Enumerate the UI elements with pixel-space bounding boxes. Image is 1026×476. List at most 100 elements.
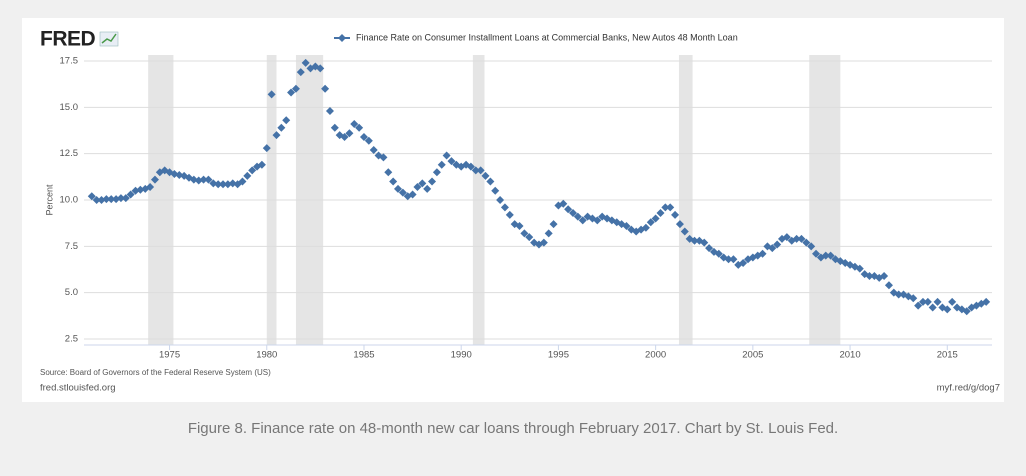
data-point bbox=[578, 216, 587, 225]
data-point bbox=[928, 303, 937, 312]
data-point bbox=[880, 271, 889, 280]
data-point bbox=[243, 171, 252, 180]
data-point bbox=[491, 186, 500, 195]
data-point bbox=[544, 229, 553, 238]
x-tick-label: 2000 bbox=[645, 350, 666, 361]
x-tick-label: 1990 bbox=[451, 350, 472, 361]
y-tick-label: 5.0 bbox=[65, 287, 78, 298]
data-point bbox=[238, 177, 247, 186]
data-point bbox=[423, 184, 432, 193]
data-point bbox=[680, 227, 689, 236]
data-point bbox=[914, 301, 923, 310]
data-point bbox=[199, 175, 208, 184]
data-point bbox=[248, 166, 257, 175]
data-point bbox=[350, 120, 359, 129]
data-point bbox=[116, 194, 125, 203]
data-point bbox=[525, 233, 534, 242]
data-point bbox=[301, 58, 310, 67]
data-point bbox=[296, 68, 305, 77]
data-point bbox=[150, 175, 159, 184]
x-tick-label: 2005 bbox=[742, 350, 763, 361]
data-point bbox=[272, 131, 281, 140]
legend-label: Finance Rate on Consumer Installment Loa… bbox=[356, 32, 738, 42]
data-point bbox=[146, 183, 155, 192]
data-point bbox=[500, 203, 509, 212]
y-tick-label: 12.5 bbox=[60, 148, 79, 159]
data-point bbox=[408, 190, 417, 199]
y-tick-label: 10.0 bbox=[60, 195, 79, 206]
logo-text: FRED bbox=[40, 28, 96, 51]
data-point bbox=[782, 233, 791, 242]
data-point bbox=[573, 212, 582, 221]
data-point bbox=[622, 221, 631, 230]
data-point bbox=[345, 129, 354, 138]
data-point bbox=[505, 210, 514, 219]
data-point bbox=[87, 192, 96, 201]
data-point bbox=[909, 294, 918, 303]
data-point bbox=[214, 180, 223, 189]
data-point bbox=[933, 297, 942, 306]
data-point bbox=[437, 160, 446, 169]
data-point bbox=[466, 162, 475, 171]
data-point bbox=[515, 221, 524, 230]
data-point bbox=[894, 290, 903, 299]
data-point bbox=[675, 220, 684, 229]
short-link: myf.red/g/dog7 bbox=[937, 383, 1000, 394]
data-point bbox=[724, 255, 733, 264]
y-tick-label: 15.0 bbox=[60, 102, 79, 113]
data-point bbox=[646, 218, 655, 227]
data-point bbox=[428, 177, 437, 186]
data-point bbox=[107, 195, 116, 204]
data-point bbox=[330, 123, 339, 132]
data-point bbox=[121, 194, 130, 203]
data-point bbox=[496, 196, 505, 204]
x-tick-label: 2010 bbox=[839, 350, 860, 361]
data-point bbox=[287, 88, 296, 97]
data-point bbox=[413, 183, 422, 192]
data-point bbox=[923, 297, 932, 306]
data-point bbox=[802, 238, 811, 247]
data-point bbox=[369, 145, 378, 154]
data-point bbox=[219, 180, 228, 189]
x-tick-label: 1985 bbox=[353, 350, 374, 361]
data-point bbox=[641, 223, 650, 232]
data-point bbox=[355, 123, 364, 132]
data-point bbox=[126, 190, 135, 199]
x-tick-label: 1975 bbox=[159, 350, 180, 361]
x-tick-label: 2015 bbox=[937, 350, 958, 361]
data-point bbox=[442, 151, 451, 160]
data-point bbox=[447, 157, 456, 166]
data-point bbox=[705, 244, 714, 253]
y-tick-label: 17.5 bbox=[60, 56, 79, 67]
data-point bbox=[267, 90, 276, 99]
data-point bbox=[982, 297, 991, 306]
data-point bbox=[661, 203, 670, 212]
data-point bbox=[364, 136, 373, 145]
data-point bbox=[943, 305, 952, 314]
data-point bbox=[102, 195, 111, 204]
data-point bbox=[821, 251, 830, 260]
data-point bbox=[539, 238, 548, 247]
data-point bbox=[486, 177, 495, 186]
data-point bbox=[476, 166, 485, 175]
y-axis-label: Percent bbox=[44, 184, 54, 216]
legend-marker bbox=[338, 34, 346, 42]
data-point bbox=[257, 160, 266, 169]
data-point bbox=[564, 205, 573, 214]
data-point bbox=[962, 307, 971, 316]
data-point bbox=[593, 216, 602, 225]
data-point bbox=[379, 153, 388, 162]
data-point bbox=[282, 116, 291, 125]
data-point bbox=[471, 166, 480, 175]
x-tick-label: 1995 bbox=[548, 350, 569, 361]
data-point bbox=[549, 220, 558, 229]
x-tick-label: 1980 bbox=[256, 350, 277, 361]
data-point bbox=[316, 64, 325, 73]
data-point bbox=[773, 240, 782, 249]
data-point bbox=[359, 132, 368, 141]
data-point bbox=[729, 255, 738, 264]
logo-icon bbox=[99, 31, 119, 47]
data-point bbox=[262, 144, 271, 153]
data-point bbox=[700, 238, 709, 247]
data-point bbox=[389, 177, 398, 186]
